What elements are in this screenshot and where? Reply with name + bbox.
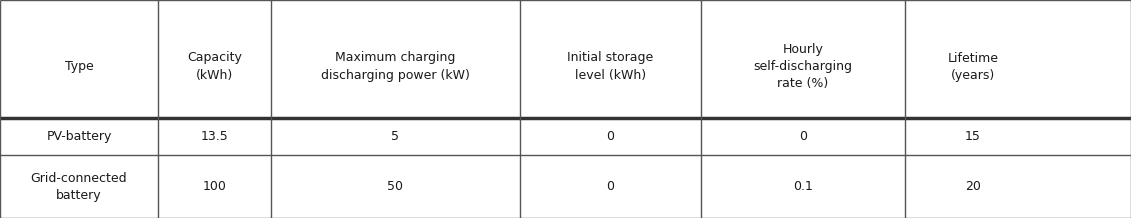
Text: 0: 0 xyxy=(606,180,614,193)
Text: 0: 0 xyxy=(606,130,614,143)
Text: 0: 0 xyxy=(798,130,808,143)
Text: Type: Type xyxy=(64,60,94,73)
Text: Hourly
self-discharging
rate (%): Hourly self-discharging rate (%) xyxy=(753,43,853,90)
Text: Lifetime
(years): Lifetime (years) xyxy=(948,51,999,82)
Text: Grid-connected
battery: Grid-connected battery xyxy=(31,172,128,201)
Text: 100: 100 xyxy=(202,180,226,193)
Text: 13.5: 13.5 xyxy=(200,130,228,143)
Text: PV-battery: PV-battery xyxy=(46,130,112,143)
Text: 20: 20 xyxy=(965,180,981,193)
Text: 15: 15 xyxy=(965,130,981,143)
Text: 0.1: 0.1 xyxy=(793,180,813,193)
Text: 50: 50 xyxy=(388,180,404,193)
Text: Initial storage
level (kWh): Initial storage level (kWh) xyxy=(568,51,654,82)
Text: Maximum charging
discharging power (kW): Maximum charging discharging power (kW) xyxy=(321,51,470,82)
Text: 5: 5 xyxy=(391,130,399,143)
Text: Capacity
(kWh): Capacity (kWh) xyxy=(187,51,242,82)
